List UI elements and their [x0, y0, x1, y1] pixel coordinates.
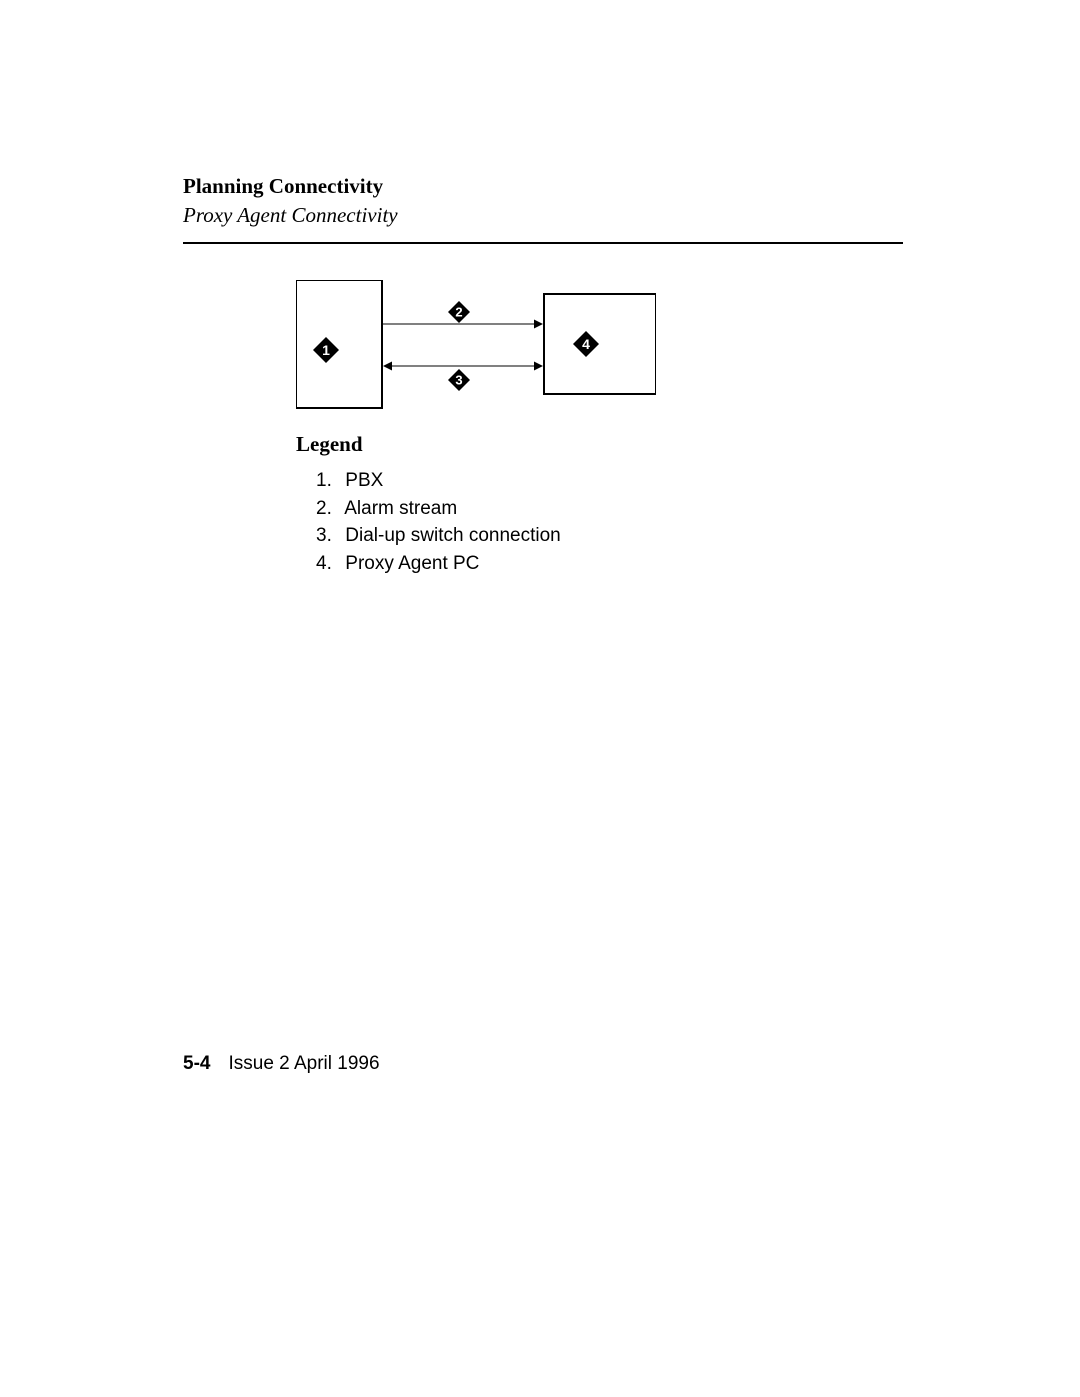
svg-text:4: 4 — [582, 336, 590, 352]
header-title: Planning Connectivity — [183, 174, 903, 199]
diagram-svg: 1 2 3 4 — [296, 280, 656, 410]
legend-item-label: Proxy Agent PC — [345, 553, 479, 574]
legend-item-label: Alarm stream — [344, 498, 457, 519]
legend-item-num: 1. — [316, 467, 340, 495]
legend-item-num: 2. — [316, 495, 340, 523]
legend-item-num: 4. — [316, 550, 340, 578]
legend-item-label: PBX — [345, 470, 383, 491]
legend-item: 1. PBX — [316, 467, 896, 495]
header-rule — [183, 242, 903, 244]
legend-item: 2. Alarm stream — [316, 495, 896, 523]
svg-text:1: 1 — [322, 342, 330, 358]
footer-issue-text: Issue 2 April 1996 — [228, 1053, 379, 1074]
header-subtitle: Proxy Agent Connectivity — [183, 203, 903, 228]
svg-text:2: 2 — [455, 305, 462, 320]
legend-item: 4. Proxy Agent PC — [316, 550, 896, 578]
svg-text:3: 3 — [455, 373, 462, 388]
legend: Legend 1. PBX 2. Alarm stream 3. Dial-up… — [296, 432, 896, 577]
legend-item-num: 3. — [316, 522, 340, 550]
connectivity-diagram: 1 2 3 4 — [296, 280, 656, 410]
legend-item: 3. Dial-up switch connection — [316, 522, 896, 550]
legend-list: 1. PBX 2. Alarm stream 3. Dial-up switch… — [296, 467, 896, 577]
page-footer: 5-4 Issue 2 April 1996 — [183, 1053, 380, 1075]
page-header: Planning Connectivity Proxy Agent Connec… — [183, 174, 903, 244]
legend-item-label: Dial-up switch connection — [345, 525, 560, 546]
footer-page-number: 5-4 — [183, 1053, 210, 1074]
legend-title: Legend — [296, 432, 896, 457]
document-page: Planning Connectivity Proxy Agent Connec… — [0, 0, 1080, 1397]
